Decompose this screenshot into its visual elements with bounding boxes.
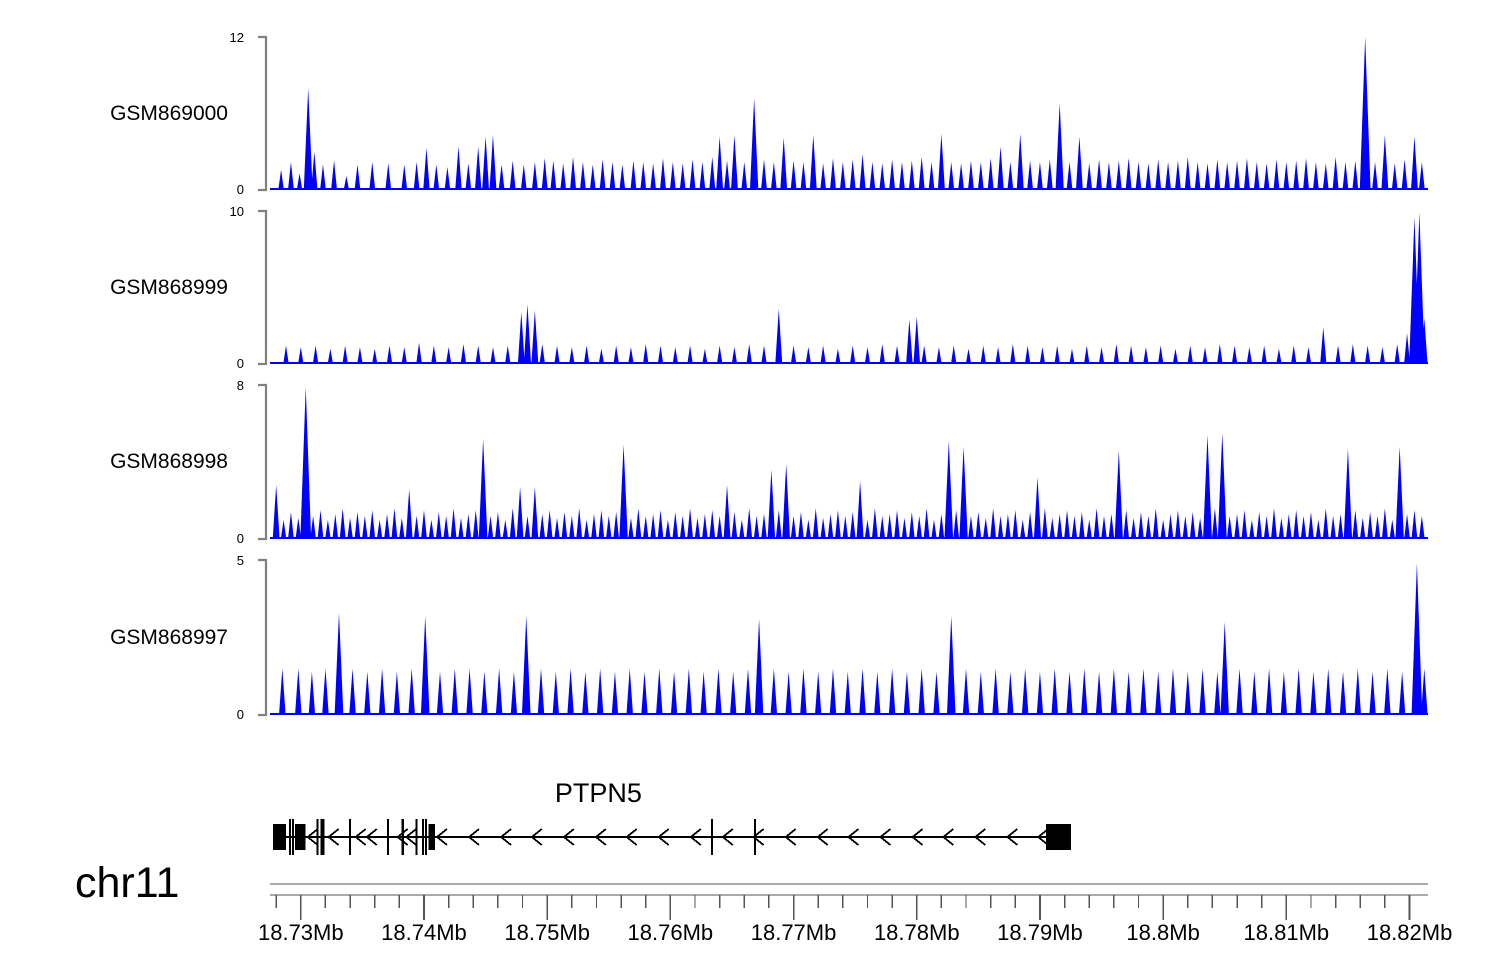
chromosome-label: chr11 — [75, 859, 180, 907]
y-axis-max-label: 10 — [229, 204, 244, 219]
track-sample-label: GSM868997 — [110, 625, 228, 649]
gene-name-label: PTPN5 — [554, 778, 642, 808]
y-axis-bracket — [252, 558, 272, 723]
ruler-tick-label: 18.8Mb — [1126, 920, 1200, 945]
gene-model-row: PTPN5 — [0, 760, 1500, 870]
ruler-tick-label: 18.79Mb — [997, 920, 1083, 945]
ruler-tick-label: 18.75Mb — [504, 920, 590, 945]
y-axis-min-label: 0 — [236, 182, 244, 197]
track-sample-label: GSM868998 — [110, 450, 228, 473]
ruler-tick-label: 18.74Mb — [381, 920, 467, 945]
genomic-coordinate-ruler: 18.73Mb 18.74Mb 18.75Mb 18.76Mb 18.77Mb 18.78… — [0, 860, 1500, 980]
y-axis-bracket — [252, 209, 272, 372]
coverage-plot-area — [270, 560, 1428, 715]
ruler-tick-label: 18.81Mb — [1243, 920, 1330, 945]
y-axis-min-label: 0 — [236, 707, 244, 722]
y-axis-min-label: 0 — [236, 531, 244, 546]
y-axis-bracket — [252, 383, 272, 547]
ruler-tick-label: 18.77Mb — [750, 920, 837, 945]
y-axis-max-label: 12 — [229, 30, 244, 45]
ruler-tick-label: 18.82Mb — [1366, 920, 1453, 945]
y-axis-max-label: 5 — [236, 553, 244, 568]
ruler-tick-label: 18.73Mb — [257, 920, 344, 945]
gene-model-diagram — [0, 760, 1500, 875]
y-axis-min-label: 0 — [236, 356, 244, 371]
ruler-tick-label: 18.76Mb — [627, 920, 714, 945]
y-axis-max-label: 8 — [236, 378, 244, 393]
coverage-plot-area — [270, 385, 1428, 539]
track-sample-label: GSM869000 — [110, 101, 228, 125]
coverage-plot-area — [270, 37, 1428, 190]
y-axis-bracket — [252, 35, 272, 198]
coverage-plot-area — [270, 211, 1428, 364]
track-sample-label: GSM868999 — [110, 275, 228, 299]
ruler-tick-label: 18.78Mb — [873, 920, 960, 945]
